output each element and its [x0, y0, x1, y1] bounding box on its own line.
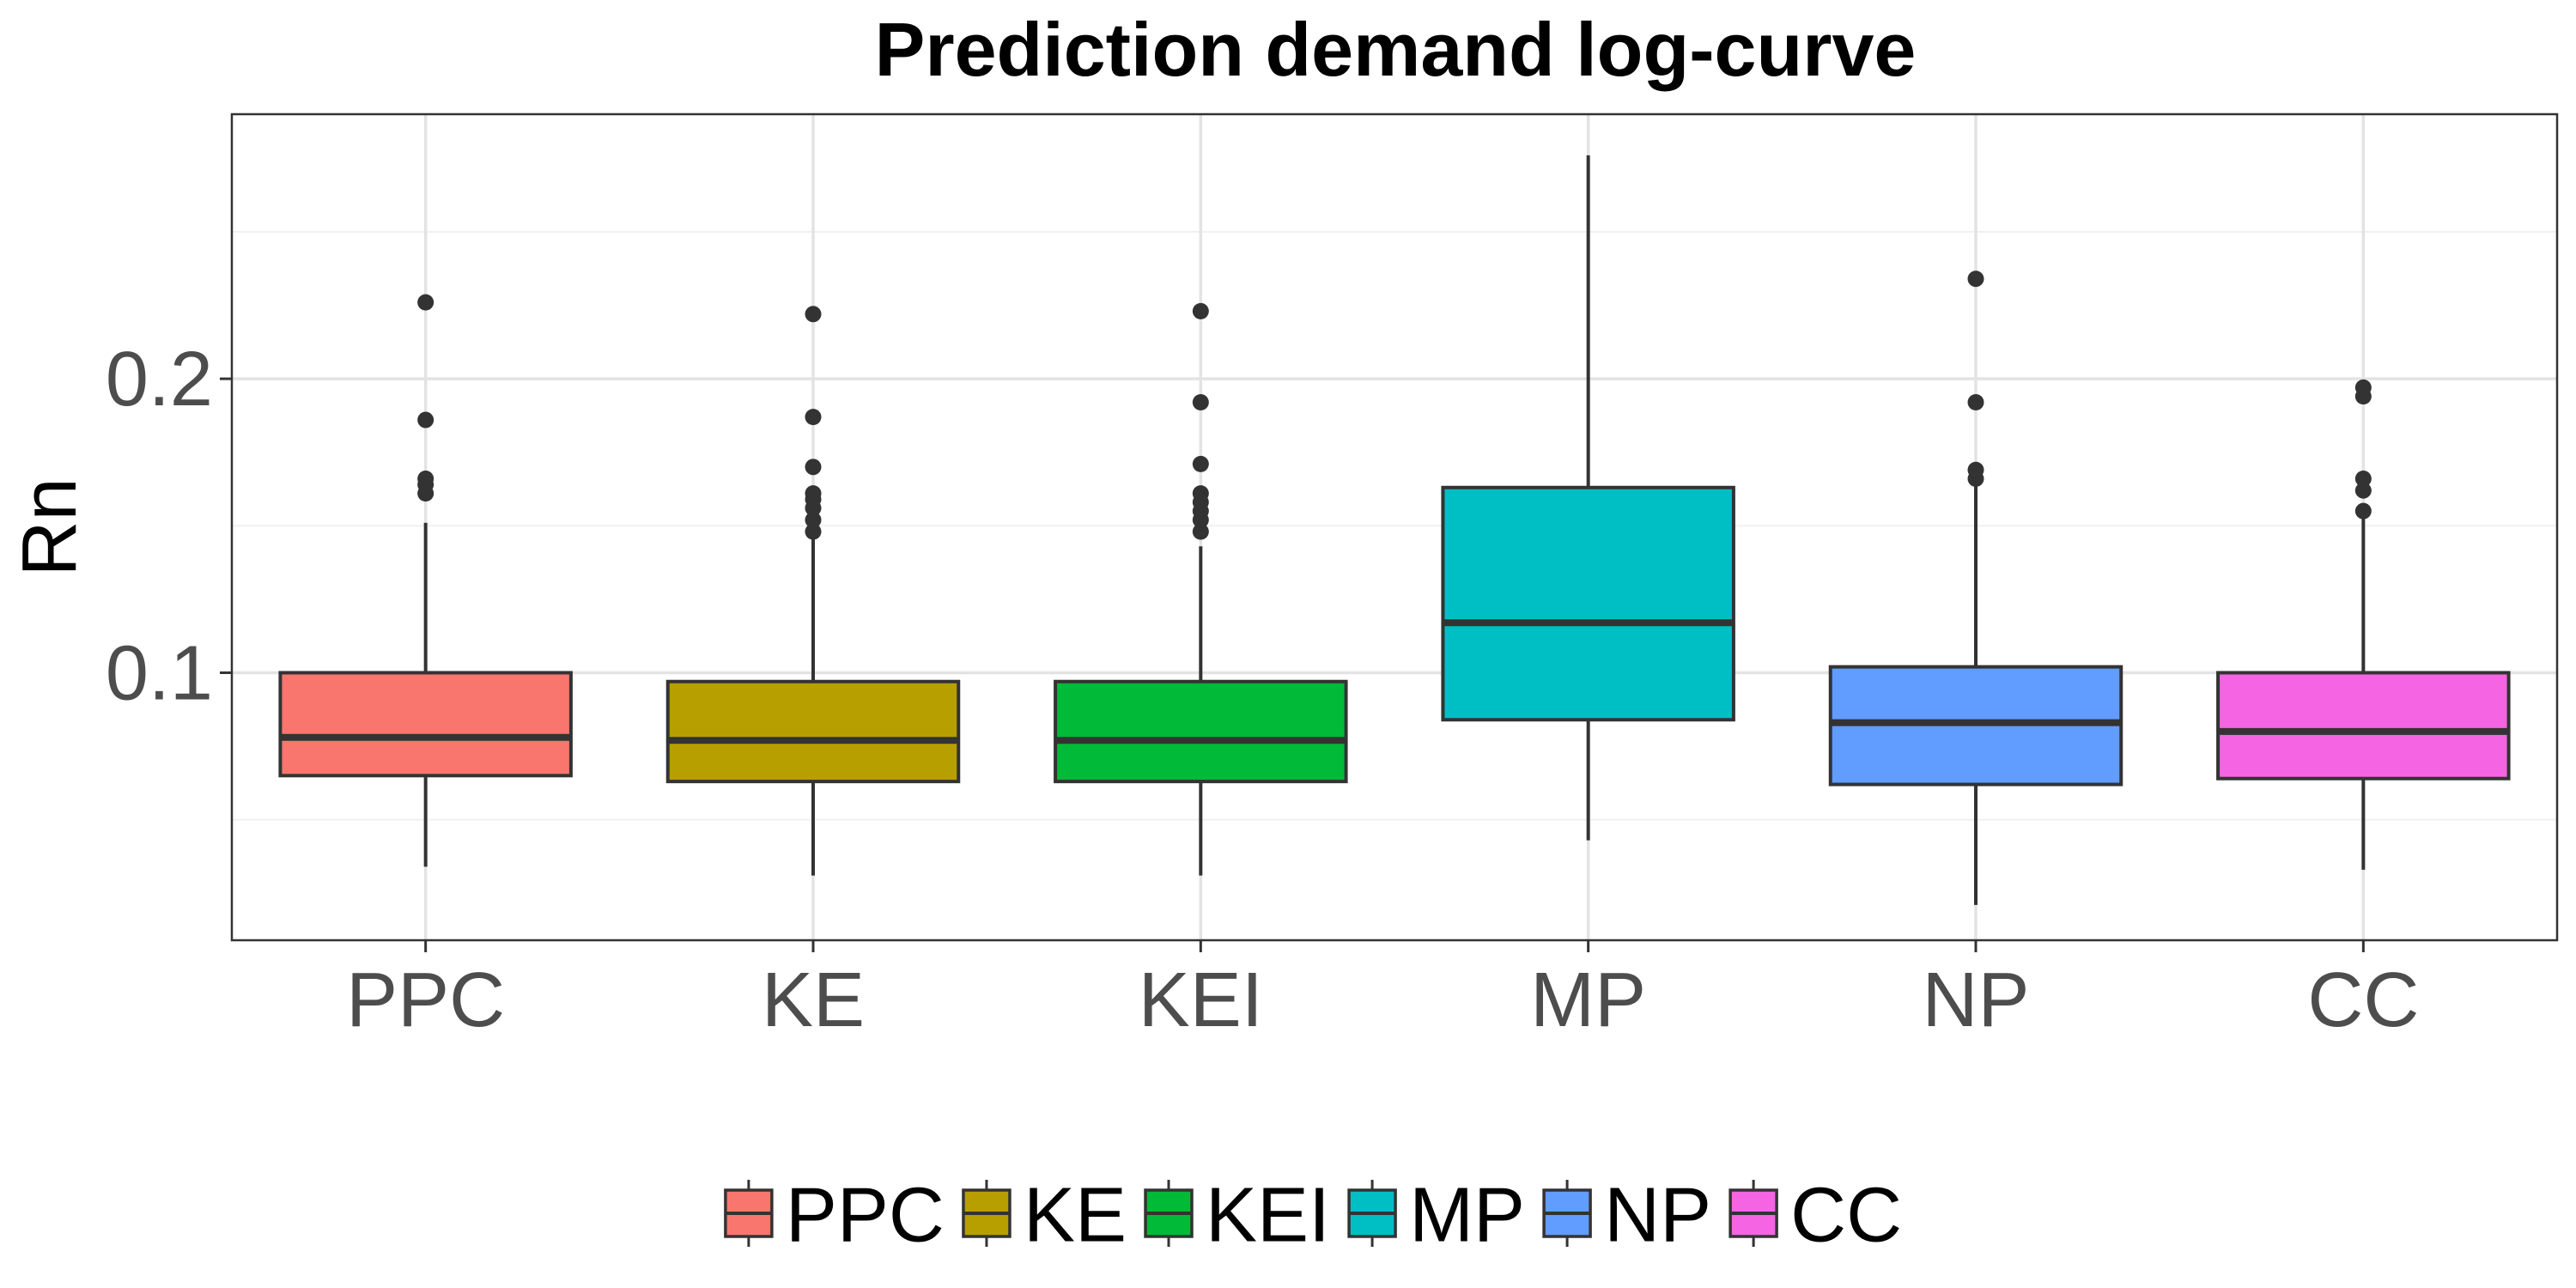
outlier-point	[2354, 379, 2372, 396]
legend-label: NP	[1604, 1172, 1711, 1258]
legend-label: PPC	[786, 1172, 945, 1258]
box-iqr	[2216, 671, 2511, 781]
outlier-point	[1192, 302, 1209, 319]
legend-item-ke: KE	[962, 1172, 1127, 1258]
legend-item-ppc: PPC	[724, 1172, 945, 1258]
outlier-point	[1192, 455, 1209, 472]
legend-item-cc: CC	[1728, 1172, 1902, 1258]
outlier-point	[417, 471, 434, 488]
outlier-point	[805, 485, 822, 502]
outlier-point	[1192, 485, 1209, 502]
outlier-point	[1192, 394, 1209, 411]
box-kei	[1054, 302, 1348, 876]
outlier-point	[805, 459, 822, 476]
plot-background	[232, 114, 2557, 940]
x-tick-label: KE	[762, 957, 865, 1043]
x-tick-label: PPC	[346, 957, 505, 1043]
legend-item-kei: KEI	[1144, 1172, 1330, 1258]
x-tick-label: MP	[1530, 957, 1646, 1043]
box-iqr	[665, 679, 961, 784]
box-np	[1828, 270, 2123, 905]
legend-label: KEI	[1206, 1172, 1330, 1258]
x-tick-label: NP	[1922, 957, 2029, 1043]
legend-item-mp: MP	[1347, 1172, 1525, 1258]
box-ppc	[278, 294, 573, 867]
legend-label: CC	[1790, 1172, 1902, 1258]
outlier-point	[2354, 502, 2372, 519]
box-series	[278, 155, 2511, 905]
plot-border	[230, 112, 2559, 942]
outlier-point	[805, 409, 822, 426]
y-tick-label: 0.1	[106, 630, 213, 716]
legend-label: KE	[1024, 1172, 1127, 1258]
outlier-point	[2354, 482, 2372, 499]
legend-item-np: NP	[1542, 1172, 1711, 1258]
y-tick-label: 0.2	[106, 337, 213, 422]
chart-title: Prediction demand log-curve	[875, 7, 1917, 92]
x-axis: PPC KE KEI MP NP CC	[346, 940, 2419, 1043]
y-axis-label: Rn	[7, 477, 93, 576]
outlier-point	[1967, 394, 1984, 411]
box-iqr	[1054, 679, 1348, 784]
outlier-point	[805, 511, 822, 528]
box-cc	[2216, 379, 2511, 870]
box-iqr	[1441, 485, 1735, 722]
box-ke	[665, 306, 961, 876]
outlier-point	[805, 523, 822, 540]
outlier-point	[805, 306, 822, 323]
legend-label: MP	[1409, 1172, 1525, 1258]
box-iqr	[278, 671, 573, 778]
outlier-point	[417, 411, 434, 428]
outlier-point	[1192, 523, 1209, 540]
outlier-point	[1967, 270, 1984, 288]
x-tick-label: KEI	[1139, 957, 1263, 1043]
outlier-point	[2354, 471, 2372, 488]
outlier-point	[417, 294, 434, 311]
x-tick-label: CC	[2307, 957, 2419, 1043]
outlier-point	[1967, 461, 1984, 478]
y-axis: 0.1 0.2	[106, 337, 232, 716]
box-mp	[1441, 155, 1735, 841]
legend: PPC KE KEI MP NP CC	[724, 1172, 1902, 1258]
